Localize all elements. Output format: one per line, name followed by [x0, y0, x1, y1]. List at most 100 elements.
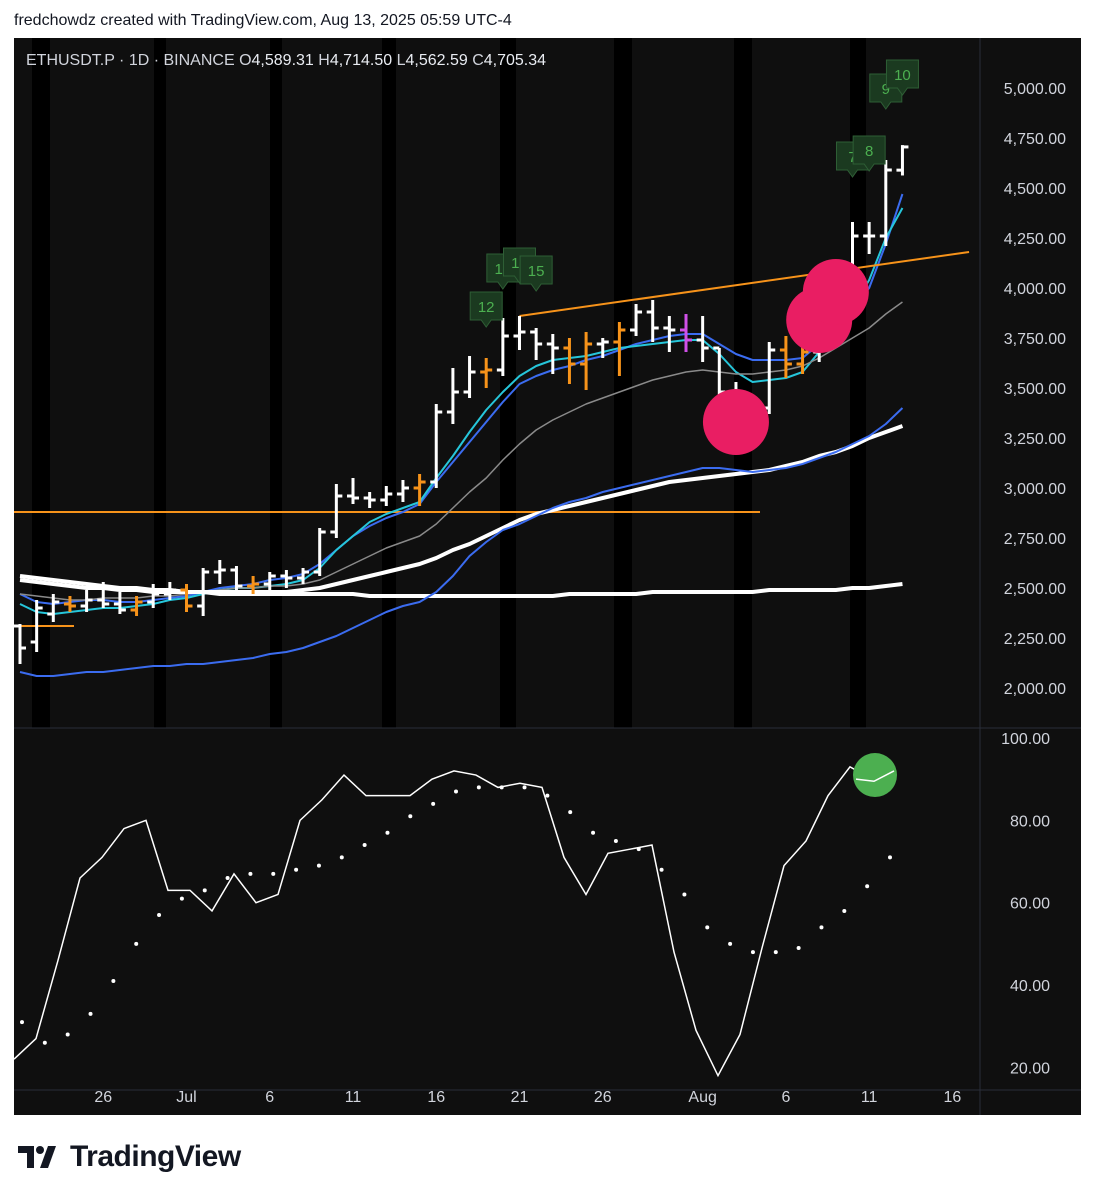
oscillator-dot	[819, 925, 824, 930]
ohlc-bar[interactable]	[297, 568, 310, 584]
sequence-count-label: 10	[885, 59, 919, 96]
ohlc-bar[interactable]	[97, 582, 110, 608]
ohlc-bar[interactable]	[347, 478, 359, 504]
ohlc-bar[interactable]	[247, 576, 260, 594]
moving-average-line	[19, 207, 904, 615]
svg-text:12: 12	[478, 299, 495, 316]
ohlc-bar[interactable]	[380, 486, 393, 506]
ohlc-bar[interactable]	[563, 338, 576, 384]
attribution-text: fredchowdz created with TradingView.com,…	[14, 12, 512, 29]
svg-text:10: 10	[894, 67, 911, 84]
ohlc-bar[interactable]	[230, 566, 243, 592]
ohlc-bar[interactable]	[413, 474, 426, 506]
oscillator-dot	[454, 789, 458, 794]
oscillator-dot	[294, 867, 299, 872]
osc-y-tick-label: 40.00	[1010, 978, 1050, 995]
session-band	[850, 38, 866, 728]
moving-average-line	[19, 301, 903, 601]
ohlc-bar[interactable]	[430, 404, 443, 488]
y-tick-label: 3,500.00	[1004, 381, 1066, 398]
oscillator-dot	[865, 884, 870, 889]
ohlc-bar[interactable]	[463, 356, 476, 398]
ohlc-bar[interactable]	[163, 582, 176, 600]
oscillator-dot	[728, 941, 733, 946]
x-tick-label: 26	[94, 1089, 112, 1106]
session-band	[270, 38, 282, 728]
oscillator-dot	[888, 855, 892, 860]
ohlc-bar[interactable]	[546, 334, 559, 374]
oscillator-dot	[431, 801, 436, 806]
oscillator-dot	[682, 892, 687, 897]
x-tick-label: 16	[427, 1089, 445, 1106]
ohlc-bar[interactable]	[696, 316, 709, 362]
oscillator-dot	[42, 1040, 47, 1045]
svg-text:8: 8	[865, 143, 873, 160]
ohlc-bar[interactable]	[879, 160, 892, 246]
price-chart[interactable]: 5,000.00 4,750.00 4,500.00 4,250.00 4,000.00…	[14, 38, 1081, 1115]
ohlc-bar[interactable]	[596, 338, 609, 358]
sequence-count-label: 15	[519, 255, 553, 292]
ohlc-bar[interactable]	[113, 592, 126, 614]
oscillator-dot	[157, 913, 162, 918]
ohlc-bar[interactable]	[480, 358, 493, 388]
ohlc-bar[interactable]	[646, 300, 659, 342]
y-tick-label: 2,000.00	[1004, 681, 1066, 698]
high-label: H	[318, 52, 330, 69]
oscillator-dot	[842, 908, 847, 913]
low-value: 4,562.59	[405, 52, 468, 69]
ohlc-bar[interactable]	[396, 480, 409, 502]
oscillator-dot	[339, 855, 344, 860]
ohlc-bar[interactable]	[213, 560, 226, 584]
signal-marker	[702, 389, 769, 455]
oscillator-dot	[316, 863, 321, 868]
ohlc-bar[interactable]	[147, 584, 160, 608]
session-band	[154, 38, 166, 728]
svg-text:9: 9	[882, 81, 890, 98]
low-label: L	[396, 52, 406, 69]
ohlc-bar[interactable]	[63, 596, 76, 612]
ohlc-bar[interactable]	[313, 528, 326, 576]
ohlc-bar[interactable]	[446, 368, 459, 424]
ohlc-bar[interactable]	[496, 318, 509, 376]
ohlc-bar[interactable]	[630, 304, 643, 336]
ohlc-bar[interactable]	[613, 322, 626, 376]
ohlc-bar[interactable]	[14, 624, 26, 664]
ohlc-bar[interactable]	[663, 316, 676, 352]
ohlc-bar[interactable]	[796, 344, 809, 374]
ohlc-bar[interactable]	[779, 336, 792, 378]
ohlc-bar[interactable]	[580, 332, 593, 390]
close-label: C	[472, 52, 484, 69]
oscillator-dot	[750, 950, 755, 955]
close-value: 4,705.34	[483, 52, 547, 69]
ohlc-bar[interactable]	[180, 584, 193, 612]
session-band	[500, 38, 516, 728]
moving-average-line	[19, 407, 904, 677]
x-tick-label: 11	[345, 1089, 362, 1106]
chart-frame[interactable]: 5,000.00 4,750.00 4,500.00 4,250.00 4,000.00…	[14, 38, 1081, 1115]
x-tick-label: 6	[781, 1089, 790, 1106]
ohlc-bar[interactable]	[330, 484, 343, 538]
ohlc-bar[interactable]	[263, 572, 276, 590]
brand-name: TradingView	[70, 1140, 241, 1173]
ohlc-bar[interactable]	[80, 590, 93, 612]
oscillator-dot	[225, 876, 230, 880]
ohlc-bar[interactable]	[530, 328, 543, 360]
oscillator-dot	[796, 946, 801, 950]
x-tick-label: 21	[511, 1089, 529, 1106]
ohlc-bar[interactable]	[896, 145, 909, 176]
ohlc-bar[interactable]	[763, 342, 776, 414]
oscillator-dot	[202, 888, 207, 893]
ohlc-bar[interactable]	[513, 316, 526, 350]
y-tick-label: 4,000.00	[1004, 281, 1066, 298]
ohlc-bar[interactable]	[863, 222, 876, 254]
ohlc-bar[interactable]	[30, 600, 43, 652]
session-band	[734, 38, 752, 728]
ohlc-bar[interactable]	[47, 594, 60, 622]
trendline[interactable]	[519, 251, 970, 317]
ohlc-bar[interactable]	[363, 492, 376, 508]
oscillator-dot	[271, 871, 276, 876]
ohlc-bar[interactable]	[680, 314, 692, 352]
ohlc-bar[interactable]	[280, 570, 293, 588]
ohlc-bar[interactable]	[130, 596, 143, 616]
ohlc-bar[interactable]	[197, 568, 210, 616]
